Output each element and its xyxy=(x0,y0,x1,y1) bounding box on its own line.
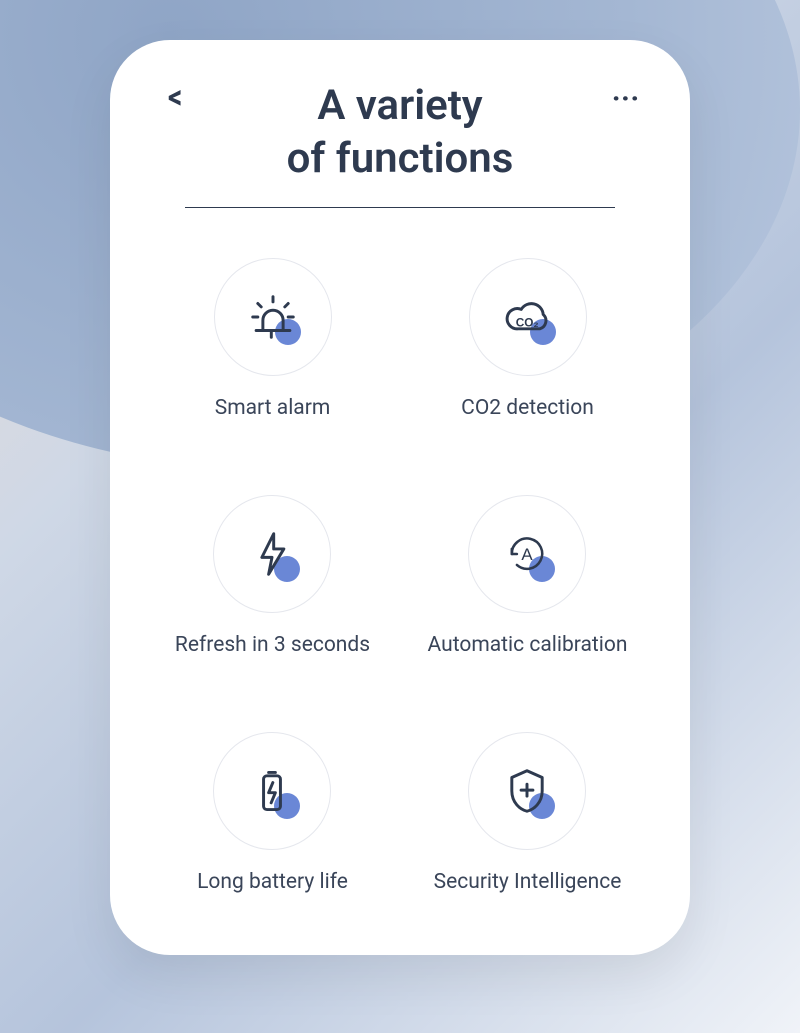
svg-text:A: A xyxy=(522,545,534,564)
feature-auto-calibration[interactable]: A Automatic calibration xyxy=(428,495,628,657)
feature-label: Long battery life xyxy=(197,870,348,894)
feature-co2-detection[interactable]: CO₂ CO2 detection xyxy=(461,258,594,420)
card-header: < ··· A variety of functions xyxy=(150,70,650,185)
page-title: A variety of functions xyxy=(287,80,514,185)
icon-circle xyxy=(213,495,331,613)
icon-circle xyxy=(214,258,332,376)
functions-card: < ··· A variety of functions xyxy=(110,40,690,955)
feature-refresh[interactable]: Refresh in 3 seconds xyxy=(175,495,370,657)
icon-circle xyxy=(468,732,586,850)
icon-circle xyxy=(213,732,331,850)
co2-icon: CO₂ xyxy=(501,290,555,344)
svg-text:CO₂: CO₂ xyxy=(515,315,538,329)
back-button[interactable]: < xyxy=(168,77,180,117)
divider xyxy=(185,207,615,208)
feature-security[interactable]: Security Intelligence xyxy=(434,732,622,894)
feature-label: Refresh in 3 seconds xyxy=(175,633,370,657)
battery-icon xyxy=(245,764,299,818)
shield-icon xyxy=(500,764,554,818)
alarm-icon xyxy=(246,290,300,344)
calibrate-icon: A xyxy=(500,527,554,581)
title-line-2: of functions xyxy=(287,134,514,183)
bolt-icon xyxy=(245,527,299,581)
icon-circle: CO₂ xyxy=(469,258,587,376)
feature-label: Automatic calibration xyxy=(428,633,628,657)
feature-smart-alarm[interactable]: Smart alarm xyxy=(214,258,332,420)
title-line-1: A variety xyxy=(317,81,482,130)
more-button[interactable]: ··· xyxy=(612,84,640,114)
feature-battery-life[interactable]: Long battery life xyxy=(197,732,348,894)
feature-label: Smart alarm xyxy=(215,396,331,420)
feature-label: Security Intelligence xyxy=(434,870,622,894)
features-grid: Smart alarm CO₂ CO2 detection Refresh in… xyxy=(150,258,650,894)
feature-label: CO2 detection xyxy=(461,396,594,420)
icon-circle: A xyxy=(468,495,586,613)
